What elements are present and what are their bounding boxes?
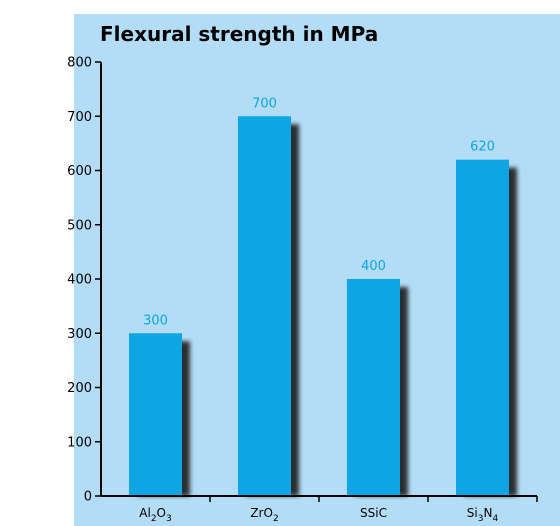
data-label: 620 bbox=[470, 140, 495, 155]
y-tick-label: 200 bbox=[67, 381, 92, 396]
y-tick-label: 700 bbox=[67, 110, 92, 125]
data-label: 400 bbox=[361, 259, 386, 274]
y-tick-label: 400 bbox=[67, 273, 92, 288]
y-tick-label: 100 bbox=[67, 435, 92, 450]
y-tick-label: 500 bbox=[67, 218, 92, 233]
y-tick-label: 600 bbox=[67, 164, 92, 179]
chart-title: Flexural strength in MPa bbox=[100, 22, 379, 46]
x-tick-label: Si3N4 bbox=[467, 506, 499, 524]
bar bbox=[238, 116, 291, 496]
y-tick-label: 300 bbox=[67, 327, 92, 342]
bar bbox=[456, 159, 509, 496]
bar bbox=[129, 333, 182, 496]
data-label: 300 bbox=[143, 313, 168, 328]
x-tick-label: ZrO2 bbox=[250, 506, 278, 524]
x-tick-label: SSiC bbox=[360, 506, 387, 520]
y-tick-label: 0 bbox=[84, 490, 92, 505]
data-label: 700 bbox=[252, 96, 277, 111]
bar bbox=[347, 279, 400, 496]
x-tick-label: Al2O3 bbox=[139, 506, 171, 524]
y-tick-label: 800 bbox=[67, 56, 92, 71]
